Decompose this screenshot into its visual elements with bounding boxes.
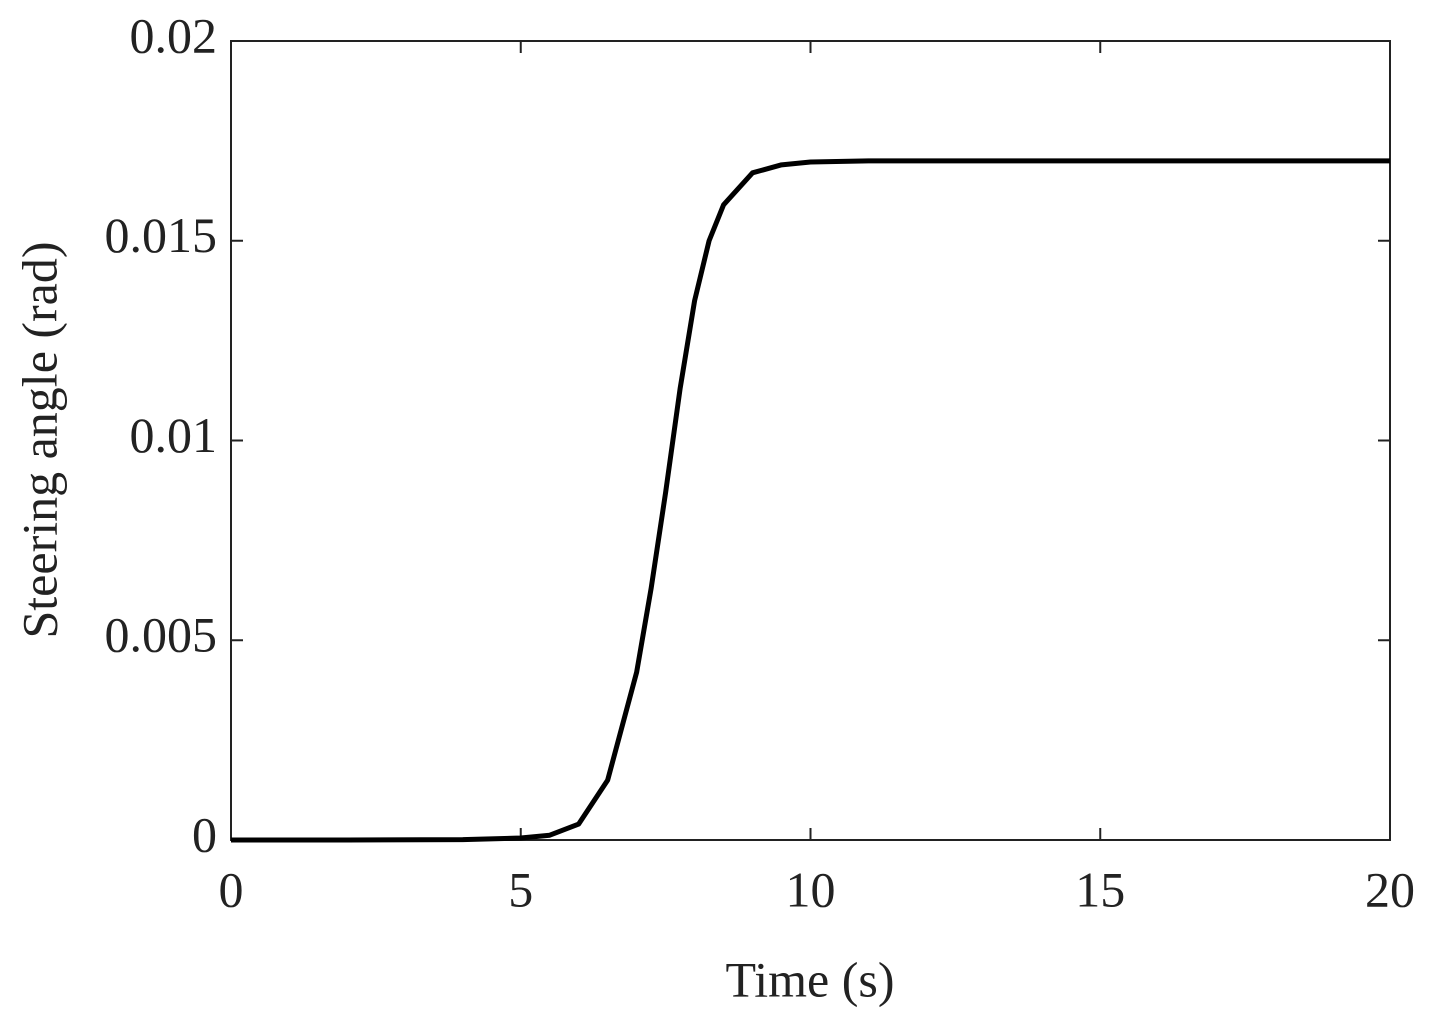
x-tick-label: 0 [219, 861, 244, 917]
x-tick-label: 20 [1365, 861, 1415, 917]
y-tick-label: 0.015 [105, 207, 218, 263]
x-tick-label: 15 [1075, 861, 1125, 917]
line-series [231, 158, 1390, 843]
x-axis-label: Time (s) [725, 951, 894, 1007]
x-tick-label: 5 [508, 861, 533, 917]
y-tick-label: 0.02 [130, 7, 218, 63]
y-tick-label: 0.005 [105, 607, 218, 663]
x-tick-label: 10 [786, 861, 836, 917]
y-tick-label: 0 [192, 806, 217, 862]
y-tick-label: 0.01 [130, 407, 218, 463]
y-axis-label: Steering angle (rad) [11, 241, 67, 638]
